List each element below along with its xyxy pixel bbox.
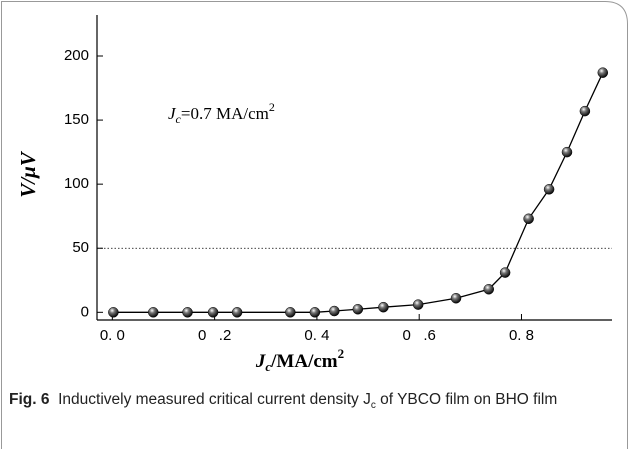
data-point — [108, 307, 119, 318]
data-point — [543, 184, 555, 195]
data-point — [182, 307, 193, 318]
data-point — [412, 299, 424, 310]
caption-label: Fig. 6 — [9, 391, 50, 408]
caption-text: of YBCO film on BHO film — [375, 391, 558, 408]
data-point — [231, 307, 243, 318]
data-point — [148, 307, 159, 318]
x-tick-label: 0. 8 — [509, 327, 534, 344]
data-point — [499, 267, 511, 278]
data-point — [309, 307, 321, 318]
x-label-superscript: 2 — [338, 346, 345, 361]
y-tick-label: 100 — [64, 175, 89, 192]
data-point — [597, 67, 609, 78]
x-label-subscript: c — [265, 359, 271, 374]
x-tick-label: 0. 4 — [304, 327, 329, 344]
data-point — [378, 301, 389, 313]
data-point — [579, 105, 591, 117]
y-tick-label: 150 — [64, 111, 89, 128]
data-point — [561, 146, 573, 158]
caption: Fig. 6 Inductively measured critical cur… — [9, 388, 609, 418]
data-point — [352, 303, 364, 315]
x-tick-label: 0 .2 — [198, 327, 231, 344]
data-point — [450, 292, 462, 304]
y-axis-label: V/μV — [16, 150, 40, 198]
y-tick-label: 0 — [81, 303, 89, 320]
data-point — [285, 307, 296, 318]
annotation-symbol: J — [168, 104, 177, 123]
annotation-subscript: c — [176, 112, 182, 126]
annotation: Jc=0.7 MA/cm2 — [168, 100, 275, 126]
caption-subscript: c — [370, 400, 376, 412]
y-tick-label: 200 — [64, 47, 89, 64]
annotation-superscript: 2 — [269, 100, 275, 114]
data-point — [523, 213, 534, 225]
x-label-symbol: J — [255, 351, 266, 372]
y-tick-label: 50 — [72, 239, 89, 256]
x-tick-label: 0. 0 — [100, 327, 125, 344]
data-point — [207, 307, 219, 318]
x-label-text: /MA/cm — [270, 351, 338, 372]
x-tick-label: 0 .6 — [403, 327, 436, 344]
caption-text: Inductively measured critical current de… — [58, 391, 371, 408]
annotation-text: =0.7 MA/cm — [181, 104, 269, 123]
data-point — [483, 283, 494, 295]
data-point — [329, 305, 340, 317]
x-axis-label: Jc/MA/cm2 — [255, 346, 344, 374]
